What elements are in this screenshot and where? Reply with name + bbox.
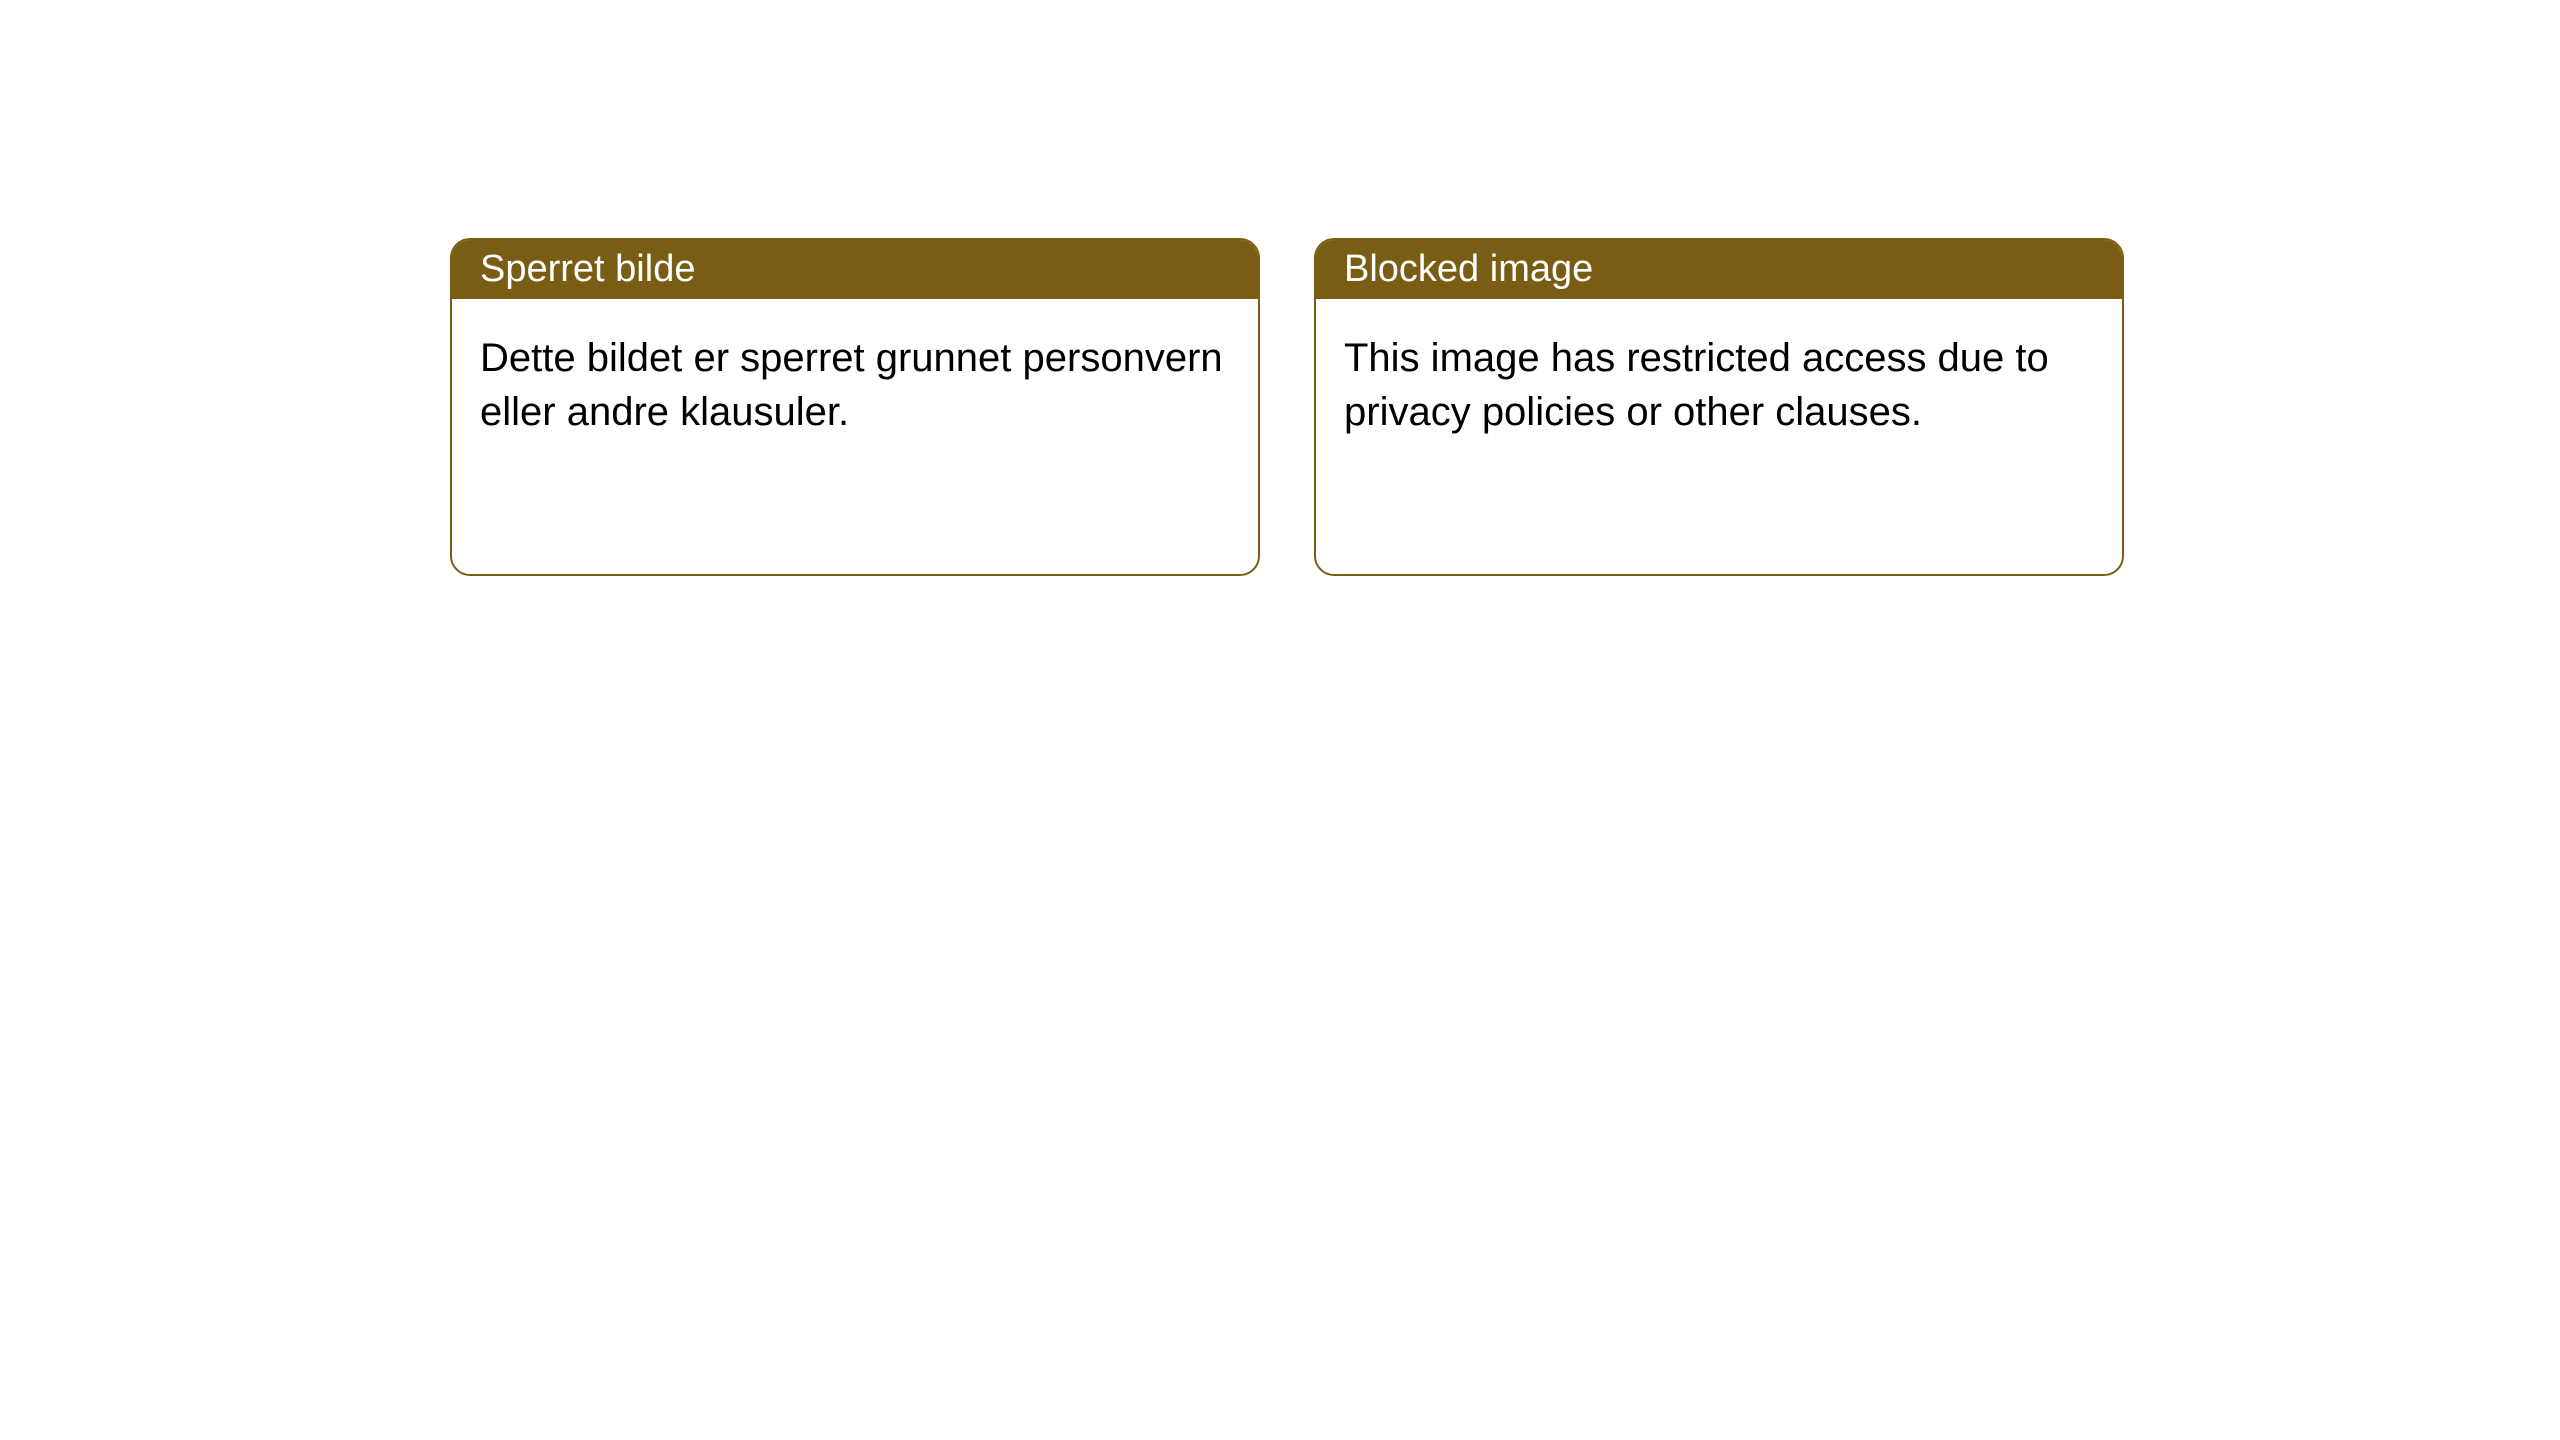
notice-card-body: This image has restricted access due to …: [1316, 299, 2122, 471]
notice-card-header: Blocked image: [1316, 240, 2122, 299]
notice-card-header: Sperret bilde: [452, 240, 1258, 299]
notice-card-body: Dette bildet er sperret grunnet personve…: [452, 299, 1258, 471]
notice-card-title: Blocked image: [1344, 248, 1593, 290]
notice-card-title: Sperret bilde: [480, 248, 695, 290]
notice-card-english: Blocked image This image has restricted …: [1314, 238, 2124, 576]
notice-card-norwegian: Sperret bilde Dette bildet er sperret gr…: [450, 238, 1260, 576]
notice-card-body-text: This image has restricted access due to …: [1344, 336, 2049, 434]
notice-card-body-text: Dette bildet er sperret grunnet personve…: [480, 336, 1223, 434]
notice-card-container: Sperret bilde Dette bildet er sperret gr…: [450, 238, 2124, 576]
